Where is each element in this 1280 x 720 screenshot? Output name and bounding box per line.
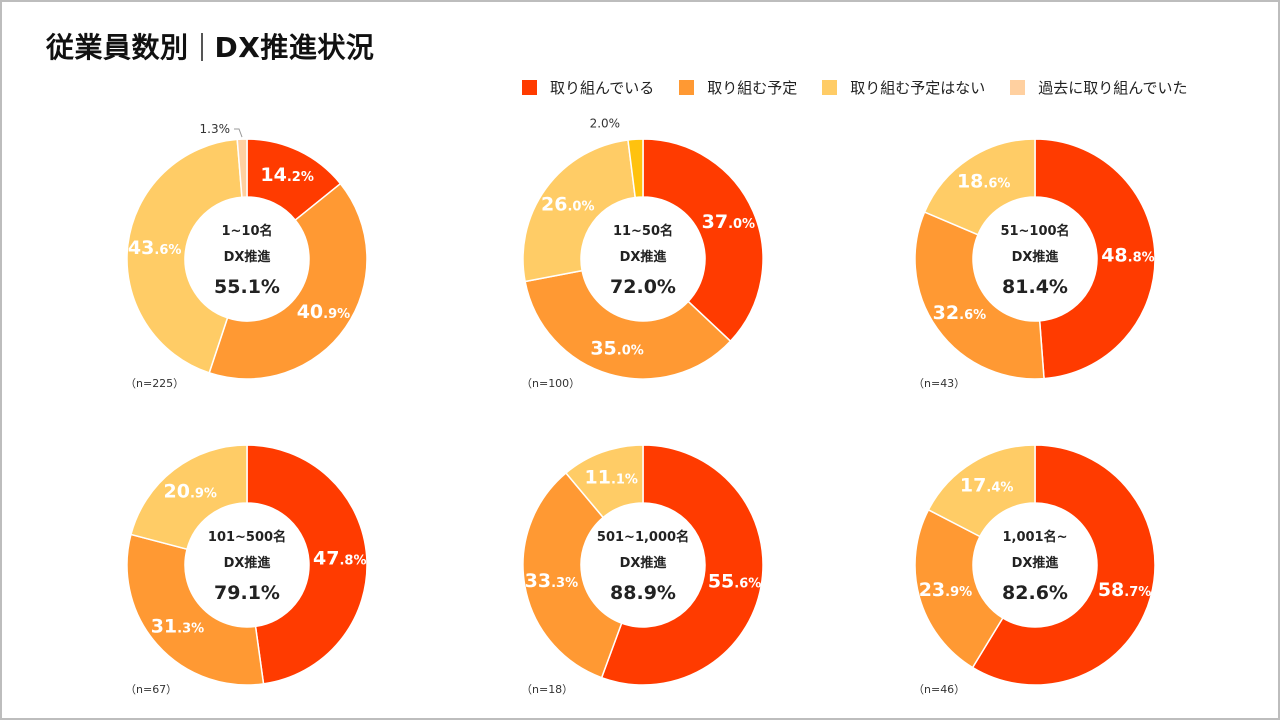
center-group-label: 501~1,000名 [597, 529, 689, 545]
donut-chart: 37.0% 35.0% 26.0% 2.0% 11~50名 DX推進 72.0% （n=100… [521, 116, 764, 390]
slice-value-label: 14.2% [260, 164, 313, 186]
center-dx-value: 72.0% [610, 276, 676, 298]
slice-small-label: 2.0% [590, 116, 621, 130]
center-dx-value: 82.6% [1002, 582, 1068, 604]
legend-swatch [522, 80, 537, 95]
legend-item: 取り組んでいる [522, 77, 654, 98]
center-dx-value: 88.9% [610, 582, 676, 604]
donut-slice [236, 138, 248, 199]
slice-value-label: 35.0% [590, 337, 643, 359]
slice-value-label: 40.9% [297, 301, 350, 323]
slice-value-label: 26.0% [541, 193, 594, 215]
center-group-label: 51~100名 [1000, 223, 1069, 239]
donut-slice [923, 138, 1036, 236]
donut-chart: 55.6% 33.3% 11.1% 501~1,000名 DX推進 88.9% （n=18） [521, 444, 764, 696]
donut-chart: 48.8% 32.6% 18.6% 51~100名 DX推進 81.4% （n=43） [913, 138, 1156, 390]
slice-value-label: 43.6% [128, 237, 181, 259]
donut-slice [971, 444, 1156, 686]
donut-slice [208, 182, 368, 380]
donut-slice [522, 471, 623, 679]
donut-slice [642, 138, 764, 343]
slice-value-label: 58.7% [1098, 579, 1151, 601]
center-dx-label: DX推進 [1012, 249, 1059, 265]
slice-value-label: 37.0% [702, 211, 755, 233]
sample-size-label: （n=43） [913, 377, 965, 390]
donut-chart: 58.7% 23.9% 17.4% 1,001名~ DX推進 82.6% （n=46） [913, 444, 1156, 696]
legend-label: 取り組む予定はない [850, 79, 986, 97]
slice-value-label: 47.8% [313, 548, 366, 570]
sample-size-label: （n=67） [125, 683, 177, 696]
slice-small-label: 1.3% [200, 122, 231, 136]
legend-swatch [679, 80, 695, 95]
slice-value-label: 32.6% [933, 302, 986, 324]
donut-slice [927, 444, 1036, 538]
legend-swatch [822, 80, 838, 95]
page-title: 従業員数別 DX推進状況 [46, 26, 374, 66]
title-separator [200, 33, 203, 61]
donut-slice [600, 444, 764, 686]
slice-value-label: 17.4% [960, 475, 1013, 497]
center-dx-value: 79.1% [214, 582, 280, 604]
donut-slice [524, 269, 732, 380]
title-part1: 従業員数別 [46, 31, 189, 64]
donut-slice [522, 139, 637, 283]
slice-value-label: 18.6% [957, 170, 1010, 192]
center-dx-value: 55.1% [214, 276, 280, 298]
slice-value-label: 48.8% [1101, 244, 1154, 266]
donut-slice [914, 211, 1045, 380]
legend-swatch [1010, 80, 1026, 95]
donut-chart: 14.2% 40.9% 43.6% 1.3% 1~10名 DX推進 55.1% （n=225） [125, 122, 368, 390]
legend-item: 過去に取り組んでいた [1010, 77, 1188, 98]
sample-size-label: （n=18） [521, 683, 573, 696]
donut-slice [126, 138, 243, 374]
legend-label: 過去に取り組んでいた [1038, 79, 1188, 97]
donut-slice [130, 444, 248, 551]
center-group-label: 11~50名 [613, 223, 673, 239]
slice-value-label: 11.1% [584, 467, 637, 489]
center-group-label: 1,001名~ [1002, 529, 1067, 545]
donut-slice [627, 138, 644, 199]
center-dx-label: DX推進 [620, 249, 667, 265]
leader-line [234, 128, 243, 138]
donut-slice [914, 508, 1004, 669]
legend-label: 取り組む予定 [707, 79, 798, 97]
center-group-label: 101~500名 [208, 529, 286, 545]
legend-label: 取り組んでいる [550, 79, 655, 97]
legend-item: 取り組む予定 [679, 77, 797, 98]
center-dx-label: DX推進 [224, 249, 271, 265]
center-dx-value: 81.4% [1002, 276, 1068, 298]
slice-value-label: 55.6% [708, 570, 761, 592]
legend: 取り組んでいる 取り組む予定 取り組む予定はない 過去に取り組んでいた [522, 77, 1188, 98]
center-group-label: 1~10名 [221, 223, 272, 239]
slice-value-label: 20.9% [163, 480, 216, 502]
donut-slice [1034, 138, 1156, 380]
center-dx-label: DX推進 [620, 555, 667, 571]
slice-value-label: 33.3% [525, 570, 578, 592]
legend-item: 取り組む予定はない [822, 77, 985, 98]
sample-size-label: （n=46） [913, 683, 965, 696]
center-dx-label: DX推進 [224, 555, 271, 571]
donut-slice [126, 533, 265, 686]
donut-chart: 47.8% 31.3% 20.9% 101~500名 DX推進 79.1% （n=67） [125, 444, 368, 696]
title-part2: DX推進状況 [214, 31, 375, 64]
sample-size-label: （n=100） [521, 377, 580, 390]
donut-slice [564, 444, 644, 519]
sample-size-label: （n=225） [125, 377, 184, 390]
slice-value-label: 23.9% [919, 579, 972, 601]
center-dx-label: DX推進 [1012, 555, 1059, 571]
slice-value-label: 31.3% [151, 616, 204, 638]
donut-slice [246, 444, 368, 685]
